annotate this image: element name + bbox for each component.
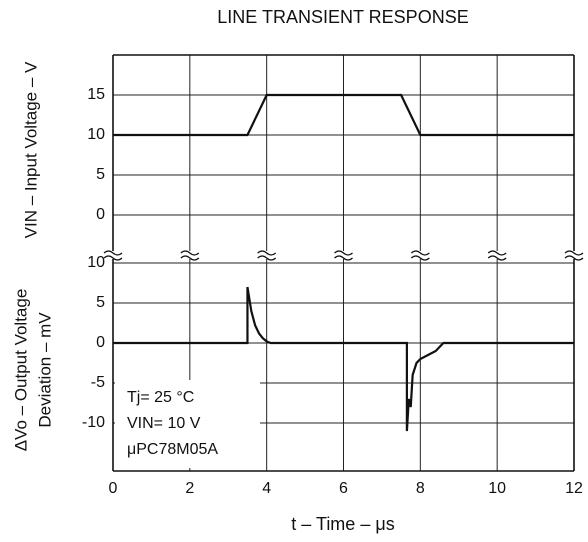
y-axis-label: ΔVo – Output Voltage <box>11 289 30 452</box>
y-axis-label: VIN – Input Voltage – V <box>21 61 40 238</box>
annotation: μPC78M05A <box>127 441 218 458</box>
axis-break <box>334 251 353 259</box>
y-tick-label: 5 <box>96 166 105 183</box>
y-tick-label: 15 <box>87 86 105 103</box>
x-tick-label: 4 <box>262 480 271 497</box>
x-tick-label: 2 <box>185 480 194 497</box>
axis-break <box>180 250 200 261</box>
y-tick-label: 5 <box>96 294 105 311</box>
y-axis-label: Deviation – mV <box>35 312 54 428</box>
axis-break <box>487 250 507 261</box>
data-line <box>113 93 574 137</box>
x-tick-label: 6 <box>339 480 348 497</box>
axis-break <box>334 250 353 261</box>
x-axis-label: t – Time – μs <box>291 514 394 534</box>
y-tick-label: 10 <box>87 126 105 143</box>
x-tick-label: 8 <box>416 480 425 497</box>
x-tick-label: 0 <box>109 480 118 497</box>
x-tick-label: 12 <box>565 480 583 497</box>
chart-title: LINE TRANSIENT RESPONSE <box>217 7 468 27</box>
axis-break <box>564 250 584 261</box>
axis-break <box>103 250 123 261</box>
x-tick-label: 10 <box>488 480 506 497</box>
axis-break <box>410 250 430 261</box>
annotation: VIN= 10 V <box>127 415 201 432</box>
y-tick-label: 0 <box>96 334 105 351</box>
annotation-box <box>115 380 260 468</box>
annotation: Tj= 25 °C <box>127 389 194 406</box>
axis-break <box>565 251 583 259</box>
y-tick-label: 0 <box>96 206 105 223</box>
axis-break <box>257 250 277 261</box>
axis-break <box>411 251 430 259</box>
y-tick-label: 10 <box>87 254 105 271</box>
axis-break <box>488 251 507 259</box>
axis-break <box>104 251 122 259</box>
axis-break <box>257 251 276 259</box>
y-tick-label: -5 <box>91 374 105 391</box>
data-line <box>113 286 574 432</box>
axis-break <box>180 251 199 259</box>
y-tick-label: -10 <box>82 414 105 431</box>
